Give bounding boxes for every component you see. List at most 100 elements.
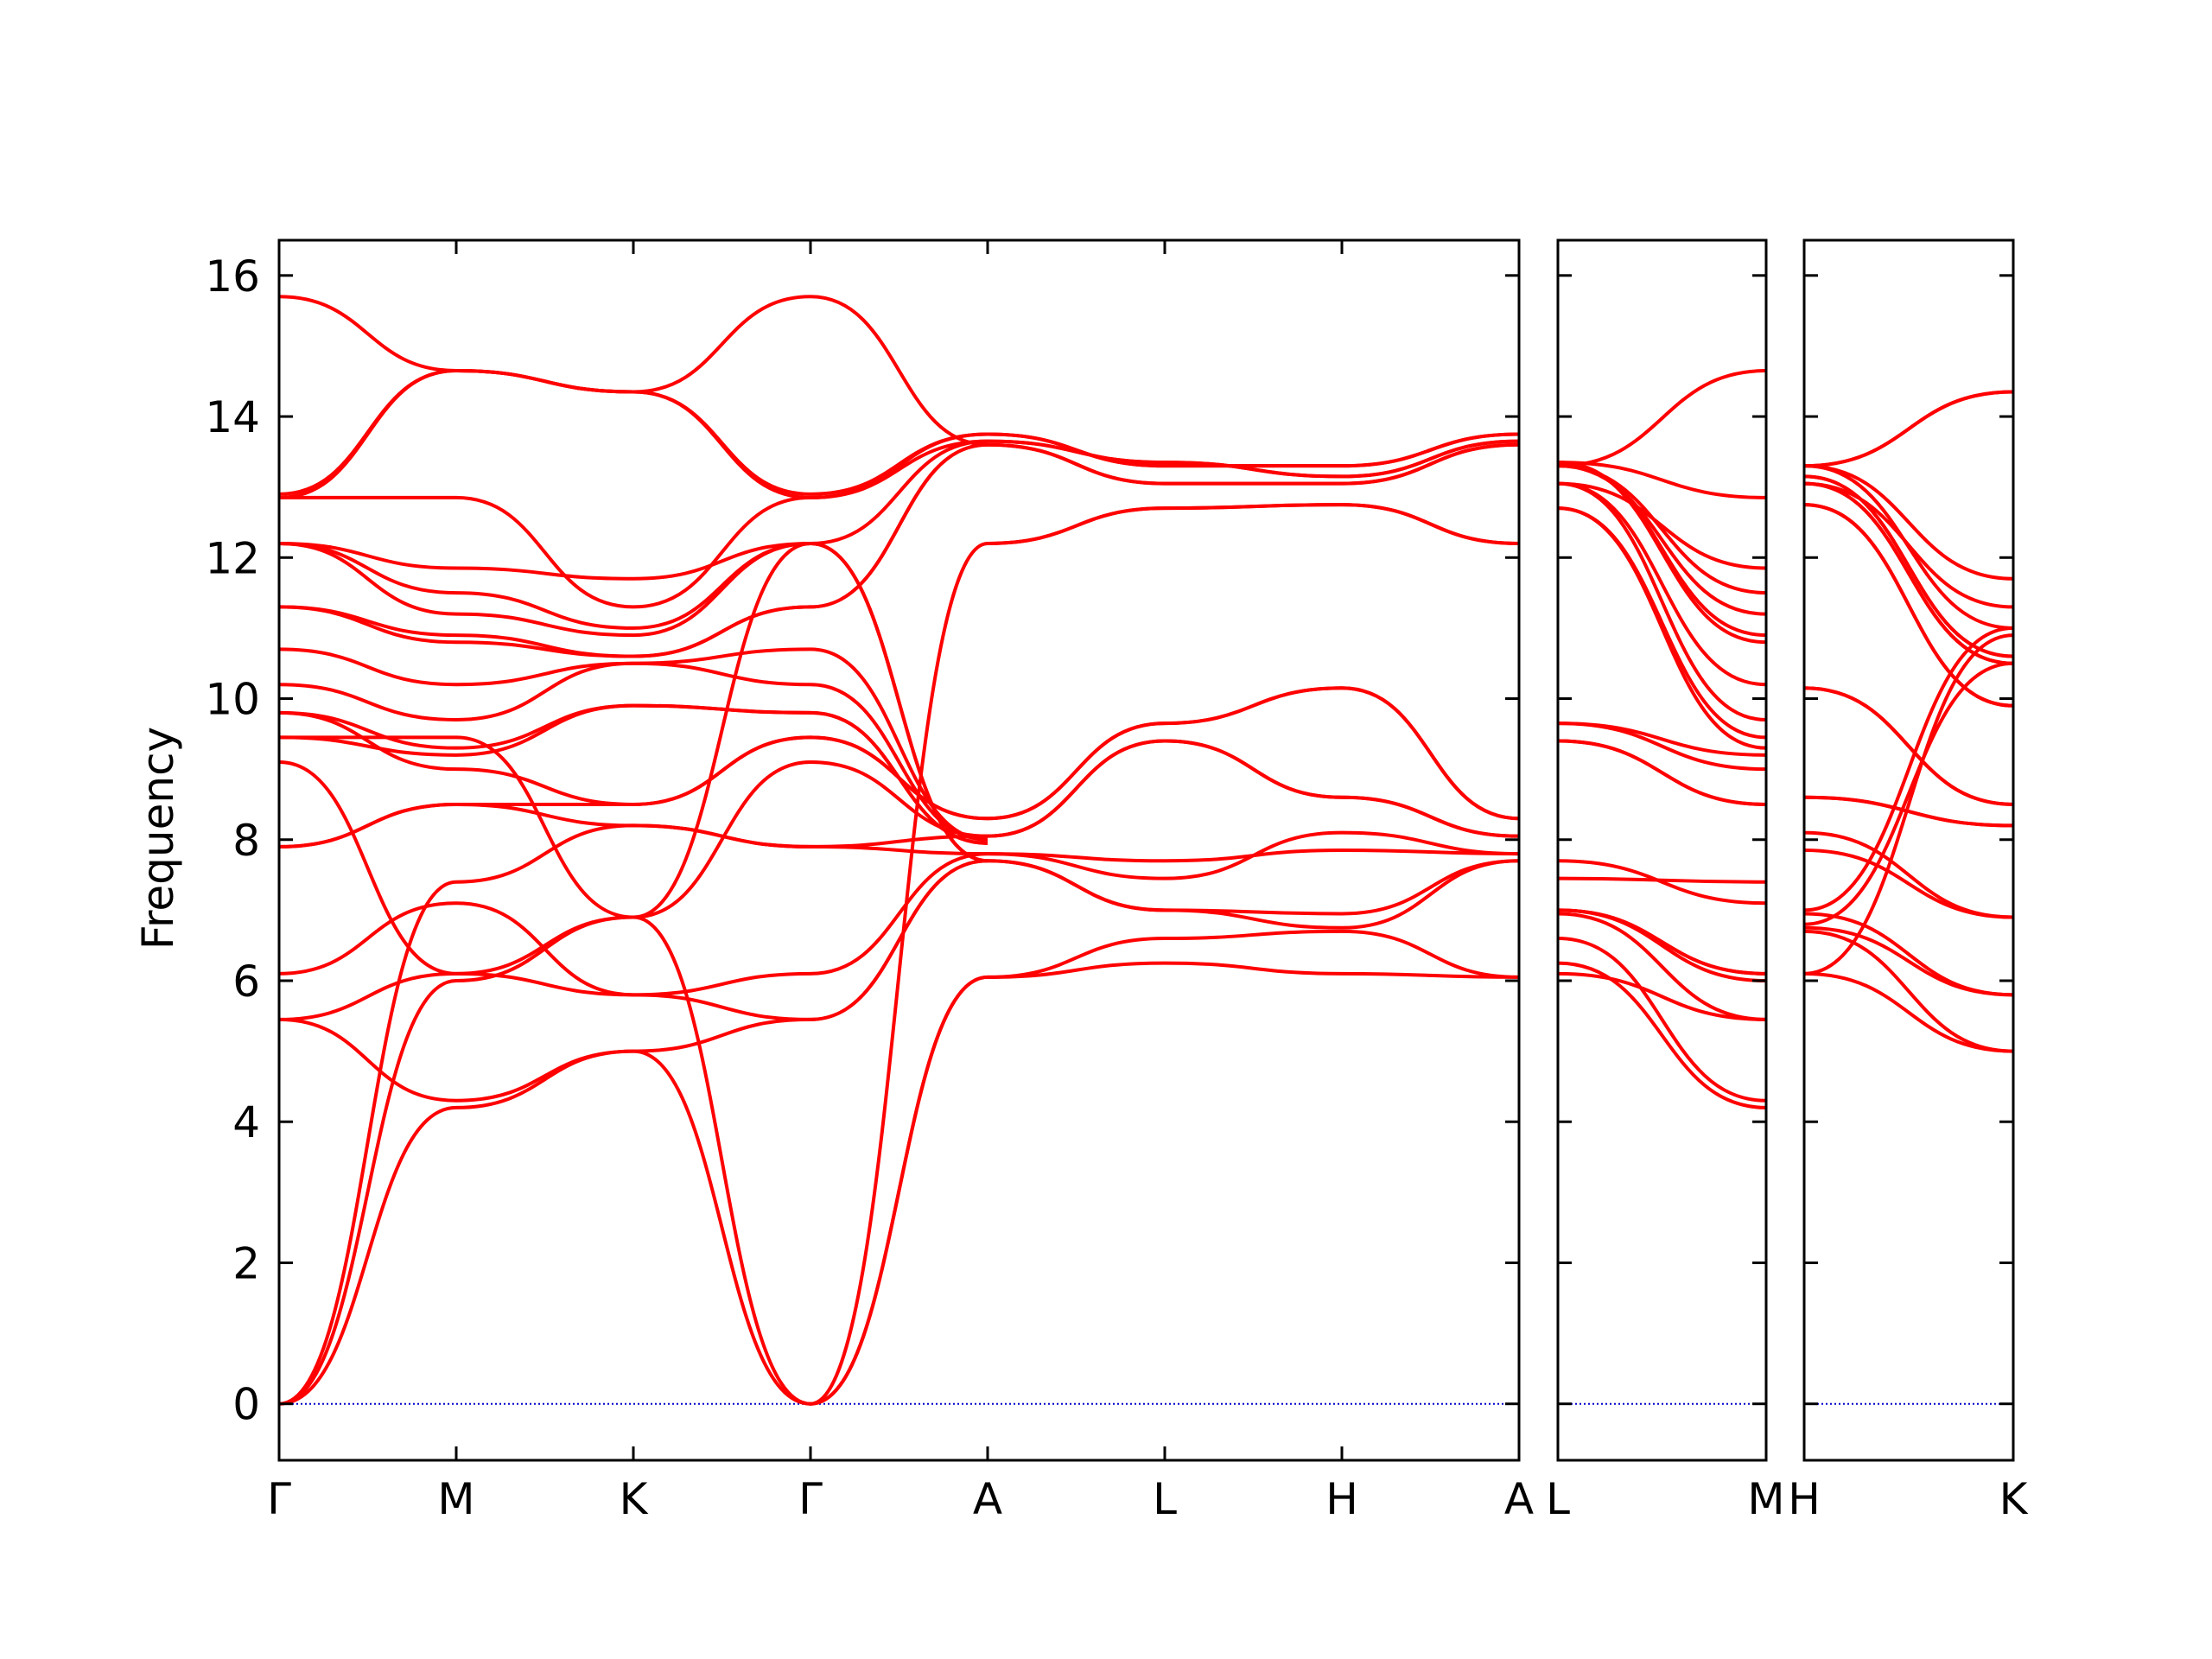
band-line	[278, 683, 457, 722]
band-line	[1164, 503, 1343, 511]
x-tick-label: Γ	[267, 1474, 291, 1524]
band-line	[1803, 503, 2014, 708]
band-line	[1557, 506, 1767, 740]
band-line	[1803, 390, 2014, 468]
band-line	[810, 541, 988, 1406]
band-line	[278, 647, 457, 687]
band-line	[810, 647, 988, 842]
band-line	[455, 640, 634, 658]
band-line	[455, 915, 634, 976]
band-line	[1341, 830, 1520, 856]
panel-frame	[277, 238, 1521, 1462]
x-tick-label: H	[1788, 1474, 1821, 1524]
band-line	[987, 721, 1166, 821]
band-line	[810, 859, 988, 1021]
x-tick-label: A	[1504, 1474, 1534, 1524]
y-tick-label: 2	[232, 1238, 260, 1288]
band-line	[632, 915, 811, 1406]
band-line	[1803, 912, 2014, 997]
segment-H-K	[1803, 390, 2014, 1053]
band-line	[1341, 971, 1520, 979]
band-line	[278, 295, 457, 372]
band-line	[278, 368, 457, 496]
x-tick-label: L	[1153, 1474, 1177, 1524]
band-line	[1164, 961, 1343, 976]
band-line	[1803, 481, 2014, 609]
band-line	[632, 541, 811, 919]
band-line	[455, 735, 634, 919]
band-line	[810, 760, 988, 838]
band-line	[1803, 626, 2014, 912]
band-line	[1557, 481, 1767, 722]
band-line	[810, 442, 988, 609]
segment-M-K	[455, 368, 634, 1109]
band-line	[810, 439, 988, 545]
band-line	[632, 993, 811, 1021]
band-line	[1557, 739, 1767, 806]
band-line	[1341, 859, 1520, 930]
band-line	[1557, 971, 1767, 1021]
band-line	[278, 1017, 457, 1103]
band-line	[1341, 795, 1520, 838]
band-line	[632, 661, 811, 687]
band-line	[278, 901, 457, 976]
band-line	[632, 823, 811, 849]
segment-L-H	[1164, 461, 1343, 976]
band-line	[1803, 925, 2014, 997]
band-line	[1803, 686, 2014, 806]
band-line	[1164, 686, 1343, 726]
segment-L-M	[1557, 368, 1767, 1109]
band-line	[455, 566, 634, 581]
band-line	[278, 710, 457, 750]
band-line	[810, 852, 988, 976]
x-tick-label: K	[1999, 1474, 2029, 1524]
band-line	[455, 368, 634, 394]
band-line	[1341, 442, 1520, 486]
y-tick-label: 6	[232, 957, 260, 1007]
band-line	[1341, 859, 1520, 916]
band-line	[1557, 481, 1767, 687]
band-line	[278, 971, 457, 1021]
band-line	[987, 432, 1166, 468]
band-line	[455, 703, 634, 750]
y-tick-label: 16	[205, 251, 260, 302]
band-line	[632, 1049, 811, 1406]
band-line	[987, 937, 1166, 979]
band-line	[455, 901, 634, 997]
x-tick-label: M	[437, 1474, 474, 1524]
band-line	[278, 605, 457, 645]
band-line	[632, 541, 811, 581]
y-tick-label: 12	[205, 533, 260, 583]
band-line	[1164, 739, 1343, 799]
band-line	[987, 852, 1166, 880]
x-tick-label: A	[973, 1474, 1002, 1524]
band-line	[1557, 937, 1767, 1103]
band-line	[1557, 912, 1767, 1021]
x-tick-label: L	[1546, 1474, 1570, 1524]
band-line	[455, 612, 634, 638]
band-line	[1803, 464, 2014, 581]
band-line	[1803, 849, 2014, 919]
band-line	[632, 295, 811, 394]
band-line	[455, 823, 634, 884]
band-line	[632, 541, 811, 630]
band-line	[632, 495, 811, 609]
band-line	[1341, 503, 1520, 545]
band-line	[1164, 830, 1343, 880]
band-line	[1164, 461, 1343, 479]
band-line	[632, 971, 811, 997]
band-line	[1803, 474, 2014, 658]
band-line	[278, 760, 457, 976]
y-tick-label: 0	[232, 1380, 260, 1430]
x-tick-label: H	[1325, 1474, 1358, 1524]
band-line	[632, 647, 811, 665]
band-line	[1557, 461, 1767, 499]
band-line	[810, 710, 988, 845]
band-line	[632, 703, 811, 715]
segment-A-L	[987, 432, 1166, 979]
band-line	[1557, 859, 1767, 906]
band-line	[278, 710, 457, 772]
band-line	[1341, 432, 1520, 468]
